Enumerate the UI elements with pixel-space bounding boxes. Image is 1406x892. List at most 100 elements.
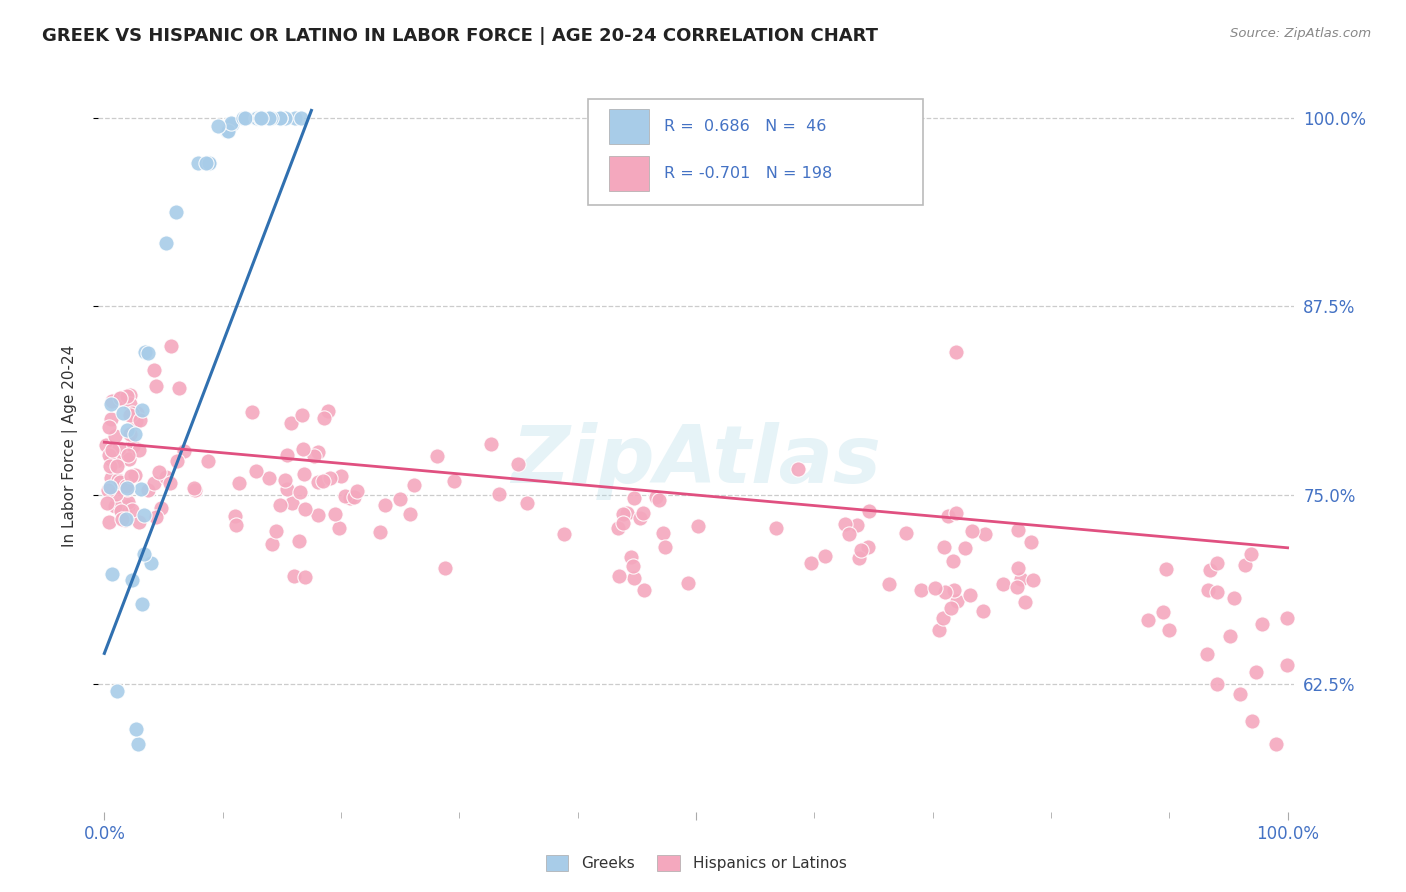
Point xyxy=(676,576,699,591)
Point xyxy=(335,489,357,503)
Point xyxy=(104,454,127,468)
Point xyxy=(131,402,153,417)
Bar xyxy=(609,109,650,144)
Bar xyxy=(609,156,650,191)
Point xyxy=(98,458,121,473)
Point xyxy=(616,506,638,520)
Point xyxy=(845,518,868,533)
Point xyxy=(1275,611,1298,625)
Point xyxy=(121,405,143,419)
Point xyxy=(134,345,156,359)
Point xyxy=(165,205,187,219)
Point xyxy=(221,118,243,132)
Point xyxy=(292,467,315,481)
Point xyxy=(974,527,997,541)
Point xyxy=(112,407,135,421)
Point xyxy=(932,610,955,624)
Point xyxy=(1233,558,1256,573)
Point xyxy=(479,436,502,450)
Point xyxy=(145,379,167,393)
Point xyxy=(945,506,967,520)
Point xyxy=(934,585,956,599)
Point xyxy=(838,526,860,541)
Point xyxy=(800,556,823,570)
Point xyxy=(173,444,195,458)
Point xyxy=(120,409,142,423)
Point xyxy=(104,428,127,442)
Point xyxy=(97,515,120,529)
Point xyxy=(276,448,298,462)
Point xyxy=(936,508,959,523)
Point xyxy=(292,442,315,456)
Point xyxy=(127,737,149,751)
Point xyxy=(105,459,128,474)
Point xyxy=(96,438,118,452)
Point xyxy=(195,156,218,170)
Point xyxy=(283,569,305,583)
Point xyxy=(281,496,304,510)
Point xyxy=(553,527,575,541)
Point xyxy=(284,111,307,125)
Point xyxy=(858,540,880,554)
Point xyxy=(1223,591,1246,605)
Point xyxy=(834,516,856,531)
Point xyxy=(97,419,120,434)
Point xyxy=(612,516,634,530)
Point xyxy=(654,540,676,554)
Point xyxy=(264,524,287,538)
Point xyxy=(100,471,122,485)
Point xyxy=(307,445,329,459)
Point xyxy=(184,483,207,497)
Point xyxy=(686,519,709,533)
Point xyxy=(877,576,900,591)
Point xyxy=(606,521,628,535)
Point xyxy=(225,518,247,533)
Point xyxy=(224,509,246,524)
Point xyxy=(145,510,167,524)
Point xyxy=(1206,585,1229,599)
Point xyxy=(991,576,1014,591)
Point xyxy=(233,111,256,125)
Point xyxy=(166,454,188,468)
Point xyxy=(250,111,273,125)
Point xyxy=(328,521,350,535)
Point xyxy=(1007,524,1029,538)
Point xyxy=(124,722,146,736)
Point xyxy=(121,438,143,452)
Point xyxy=(288,485,311,500)
Point xyxy=(100,452,122,467)
Point xyxy=(1152,605,1174,619)
Point xyxy=(169,381,191,395)
Point xyxy=(187,156,209,170)
Point xyxy=(97,448,120,462)
Point xyxy=(910,583,932,598)
Point xyxy=(1251,616,1274,631)
Point xyxy=(110,480,132,494)
Point xyxy=(628,511,651,525)
Point xyxy=(131,597,153,611)
Point xyxy=(107,441,129,455)
Point xyxy=(1277,657,1299,672)
Point xyxy=(274,473,297,487)
Legend: Greeks, Hispanics or Latinos: Greeks, Hispanics or Latinos xyxy=(540,849,852,877)
Text: ZipAtlas: ZipAtlas xyxy=(510,422,882,500)
Point xyxy=(100,397,122,411)
Point xyxy=(110,503,132,517)
Point xyxy=(207,119,229,133)
Point xyxy=(197,454,219,468)
Point xyxy=(250,111,273,125)
Point xyxy=(939,601,962,615)
Point xyxy=(122,439,145,453)
Point xyxy=(848,550,870,565)
Point xyxy=(117,499,139,513)
Point xyxy=(129,482,152,496)
Point xyxy=(1199,563,1222,577)
Point xyxy=(1007,561,1029,575)
Point xyxy=(1022,573,1045,587)
Point xyxy=(132,508,155,522)
Point xyxy=(1007,581,1029,595)
Point xyxy=(124,426,146,441)
Y-axis label: In Labor Force | Age 20-24: In Labor Force | Age 20-24 xyxy=(62,345,77,547)
Point xyxy=(128,412,150,426)
Point xyxy=(623,491,645,506)
